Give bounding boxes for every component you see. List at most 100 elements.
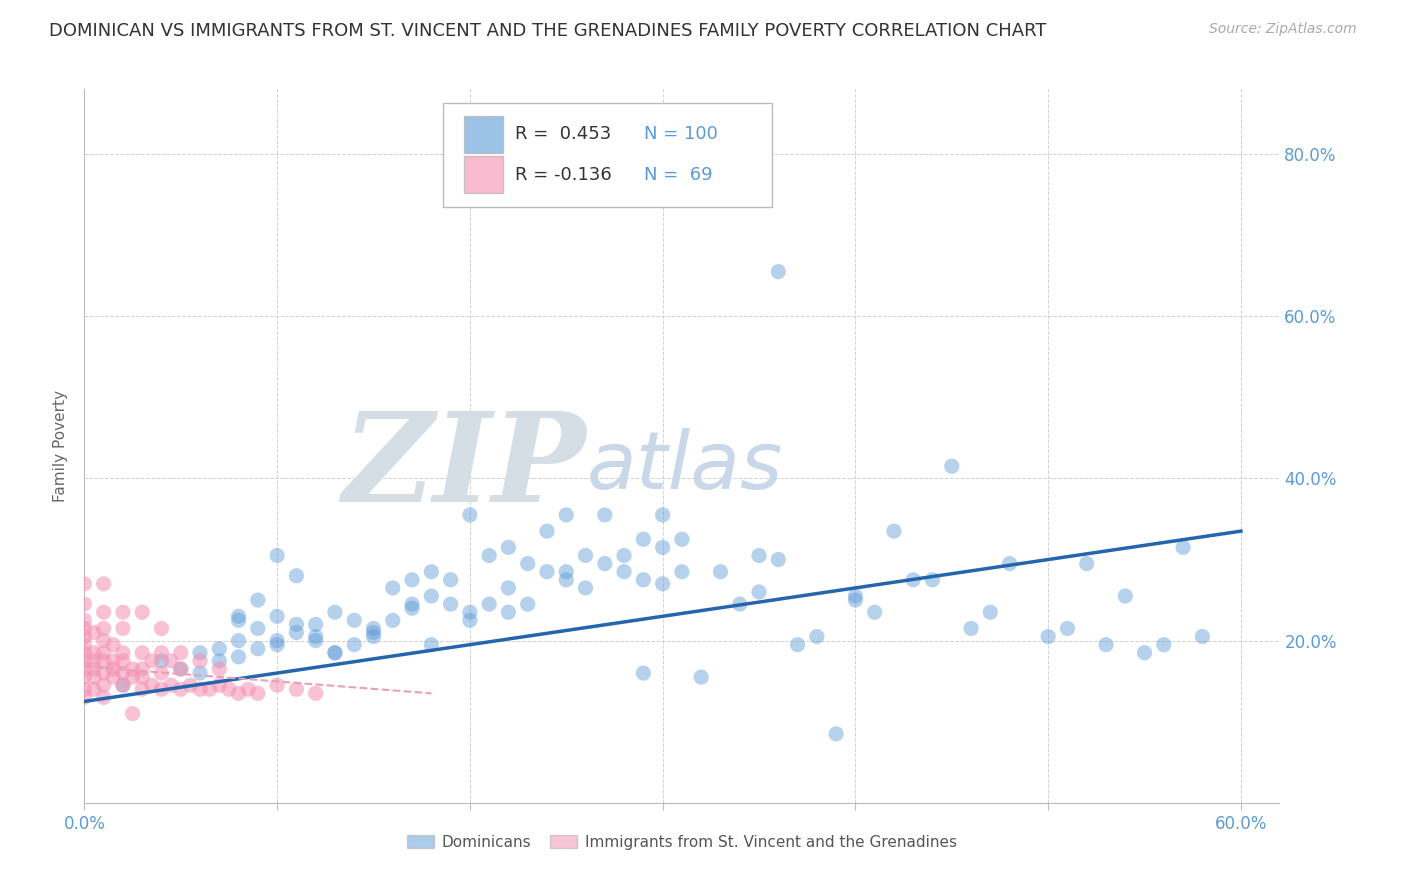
Point [150, 646, 173, 660]
Point [439, 597, 461, 611]
Point [208, 662, 231, 676]
Text: N = 100: N = 100 [644, 125, 717, 143]
Point [83, 662, 105, 676]
Point [555, 508, 578, 522]
Text: ZIP: ZIP [343, 407, 586, 528]
Point [170, 646, 193, 660]
Point [305, 617, 328, 632]
Point [381, 581, 404, 595]
Point [633, 573, 655, 587]
Point [83, 646, 105, 660]
Legend: Dominicans, Immigrants from St. Vincent and the Grenadines: Dominicans, Immigrants from St. Vincent … [401, 829, 963, 855]
Point [208, 654, 231, 668]
Point [323, 646, 346, 660]
Point [73, 577, 96, 591]
Point [960, 622, 983, 636]
Point [305, 630, 328, 644]
Point [516, 597, 538, 611]
Point [536, 565, 558, 579]
Point [111, 666, 134, 681]
Point [786, 638, 808, 652]
Point [633, 533, 655, 547]
Point [93, 577, 115, 591]
Point [458, 613, 481, 627]
Point [170, 682, 193, 697]
Point [343, 638, 366, 652]
Point [131, 670, 153, 684]
Point [363, 630, 385, 644]
Point [439, 573, 461, 587]
Point [633, 666, 655, 681]
Point [883, 524, 905, 538]
Point [73, 613, 96, 627]
Point [1095, 638, 1118, 652]
Point [343, 613, 366, 627]
Point [613, 549, 636, 563]
Point [458, 508, 481, 522]
Text: Source: ZipAtlas.com: Source: ZipAtlas.com [1209, 22, 1357, 37]
Point [1114, 589, 1136, 603]
Point [1076, 557, 1098, 571]
Point [83, 682, 105, 697]
Point [131, 646, 153, 660]
Point [73, 622, 96, 636]
Point [246, 641, 269, 656]
Point [574, 581, 596, 595]
Point [498, 541, 520, 555]
Point [1153, 638, 1175, 652]
Point [401, 601, 423, 615]
Point [266, 609, 288, 624]
Point [593, 508, 616, 522]
Point [671, 565, 693, 579]
Point [266, 638, 288, 652]
Point [285, 682, 308, 697]
Point [401, 573, 423, 587]
Point [536, 524, 558, 538]
Point [228, 613, 250, 627]
Point [188, 654, 211, 668]
Point [748, 549, 770, 563]
Point [93, 666, 115, 681]
Point [381, 613, 404, 627]
Point [170, 662, 193, 676]
Point [285, 568, 308, 582]
Point [458, 605, 481, 619]
Point [498, 581, 520, 595]
Text: atlas: atlas [586, 428, 783, 507]
Point [218, 682, 240, 697]
Point [179, 678, 201, 692]
Point [131, 605, 153, 619]
Point [121, 662, 143, 676]
Point [198, 682, 221, 697]
Point [111, 622, 134, 636]
Point [323, 646, 346, 660]
Point [1056, 622, 1078, 636]
Point [651, 508, 673, 522]
Point [671, 533, 693, 547]
Point [73, 662, 96, 676]
Point [806, 630, 828, 644]
Point [208, 678, 231, 692]
Point [131, 682, 153, 697]
Point [73, 654, 96, 668]
Point [131, 662, 153, 676]
Point [73, 597, 96, 611]
Point [103, 670, 125, 684]
Text: R =  0.453: R = 0.453 [515, 125, 610, 143]
Point [285, 625, 308, 640]
Point [844, 589, 866, 603]
Text: N =  69: N = 69 [644, 166, 713, 184]
Point [160, 654, 183, 668]
Point [93, 654, 115, 668]
Point [728, 597, 751, 611]
Point [121, 706, 143, 721]
Point [150, 654, 173, 668]
Point [401, 597, 423, 611]
Point [121, 670, 143, 684]
Point [363, 625, 385, 640]
Point [305, 633, 328, 648]
Point [188, 646, 211, 660]
Point [1191, 630, 1213, 644]
Point [305, 686, 328, 700]
Point [228, 633, 250, 648]
